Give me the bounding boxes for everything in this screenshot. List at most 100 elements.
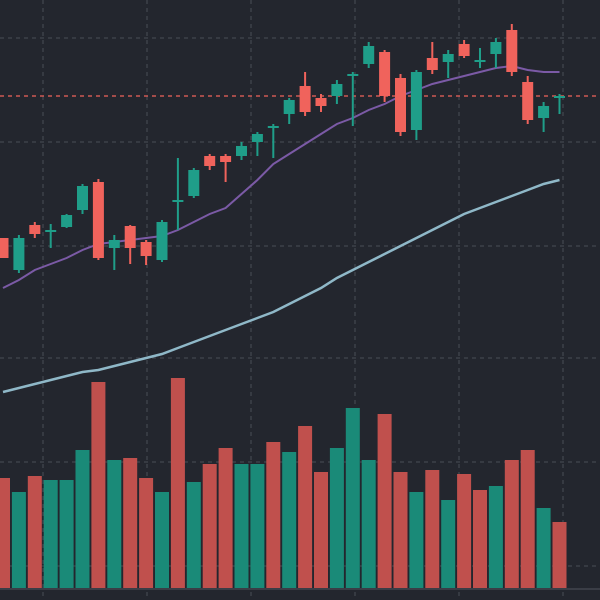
- volume-bar: [186, 482, 201, 588]
- candle-body: [426, 58, 438, 70]
- candle-body: [490, 42, 502, 54]
- candle-body: [236, 146, 247, 156]
- volume-bar: [314, 472, 328, 588]
- volume-bar: [409, 492, 424, 588]
- volume-bar: [536, 508, 551, 588]
- volume-bar: [282, 452, 297, 588]
- candle-body: [474, 60, 486, 62]
- candle-body: [0, 238, 9, 258]
- volume-bar: [0, 478, 10, 588]
- candle: [267, 124, 279, 158]
- candle: [506, 24, 518, 76]
- candle: [283, 98, 295, 124]
- volume-bar: [202, 464, 217, 588]
- volume-bar: [123, 458, 138, 588]
- volume-bar: [91, 382, 106, 588]
- volume-bar: [361, 460, 376, 588]
- candle: [156, 220, 168, 262]
- candle-body: [331, 84, 343, 96]
- volume-bar: [234, 464, 249, 588]
- candle: [77, 184, 88, 214]
- candle-body: [140, 242, 152, 256]
- candle: [554, 94, 565, 114]
- candle: [61, 214, 73, 228]
- volume-bar: [345, 408, 360, 588]
- candle-body: [108, 240, 120, 248]
- candle: [251, 132, 263, 156]
- candle: [108, 235, 120, 270]
- candle: [236, 142, 247, 160]
- candle: [140, 240, 152, 265]
- volume-bar: [393, 472, 408, 588]
- volume-bar: [473, 490, 487, 588]
- candle: [395, 74, 406, 136]
- candle-body: [29, 225, 41, 234]
- candle-body: [315, 98, 327, 106]
- volume-bar: [170, 378, 185, 588]
- candle-body: [220, 156, 232, 162]
- candle: [458, 40, 470, 58]
- volume-bar: [425, 470, 440, 588]
- candle-body: [156, 222, 168, 260]
- volume-bar: [457, 474, 472, 588]
- candle: [124, 225, 136, 264]
- candle: [522, 76, 534, 124]
- candle-body: [410, 72, 422, 130]
- volume-bar: [59, 480, 74, 588]
- volume-bar: [377, 414, 392, 588]
- candle-body: [172, 200, 184, 202]
- candle: [363, 42, 375, 68]
- candle-body: [204, 156, 216, 166]
- volume-bar: [27, 476, 42, 588]
- candle: [410, 70, 422, 140]
- volume-bar: [155, 492, 169, 588]
- candle: [538, 102, 550, 132]
- volume-bar: [250, 464, 265, 588]
- volume-bar: [107, 460, 122, 588]
- candle-body: [188, 170, 200, 196]
- candle: [92, 179, 104, 260]
- volume-bar: [139, 478, 154, 588]
- volume-bar: [43, 480, 58, 588]
- candle: [315, 94, 327, 112]
- volume-bar: [329, 448, 344, 588]
- candle: [13, 235, 25, 273]
- volume-bar: [441, 500, 456, 588]
- candle-body: [442, 54, 454, 62]
- candle-body: [283, 100, 295, 114]
- candle: [299, 72, 311, 116]
- candle-body: [538, 106, 550, 118]
- candle: [188, 168, 200, 198]
- candle-body: [13, 238, 25, 270]
- candle-body: [395, 78, 406, 132]
- candle-body: [379, 52, 391, 96]
- candle: [474, 48, 486, 68]
- candle: [45, 224, 57, 248]
- candle-body: [299, 86, 311, 112]
- candle-body: [124, 226, 136, 248]
- candle: [347, 72, 359, 126]
- candle-body: [251, 134, 263, 142]
- candle-body: [347, 74, 359, 76]
- candle: [490, 38, 502, 68]
- candle: [0, 238, 9, 258]
- candle: [204, 154, 216, 170]
- candle-body: [458, 44, 470, 56]
- candle-body: [77, 186, 88, 210]
- candle-body: [92, 182, 104, 258]
- candle: [331, 80, 343, 104]
- candle-body: [45, 230, 57, 232]
- volume-bar: [552, 522, 567, 588]
- candle-body: [522, 82, 534, 120]
- candles: [0, 24, 565, 273]
- volume-bar: [218, 448, 233, 588]
- volume-bar: [520, 450, 535, 588]
- candle-body: [267, 126, 279, 128]
- candle: [29, 222, 41, 238]
- candle-body: [506, 30, 518, 72]
- volume-bar: [266, 442, 281, 588]
- candle: [379, 50, 391, 102]
- volume-bar: [11, 492, 26, 588]
- volume-bars: [0, 378, 600, 590]
